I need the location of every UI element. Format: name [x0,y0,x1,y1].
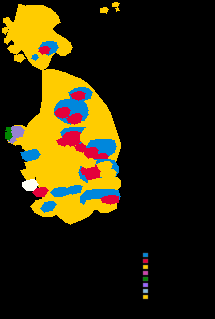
Bar [143,265,148,269]
Bar [143,283,148,287]
Bar [143,253,148,257]
Bar [143,271,148,275]
Bar [143,289,148,293]
Bar [143,295,148,299]
Bar [143,277,148,281]
Bar [143,259,148,263]
